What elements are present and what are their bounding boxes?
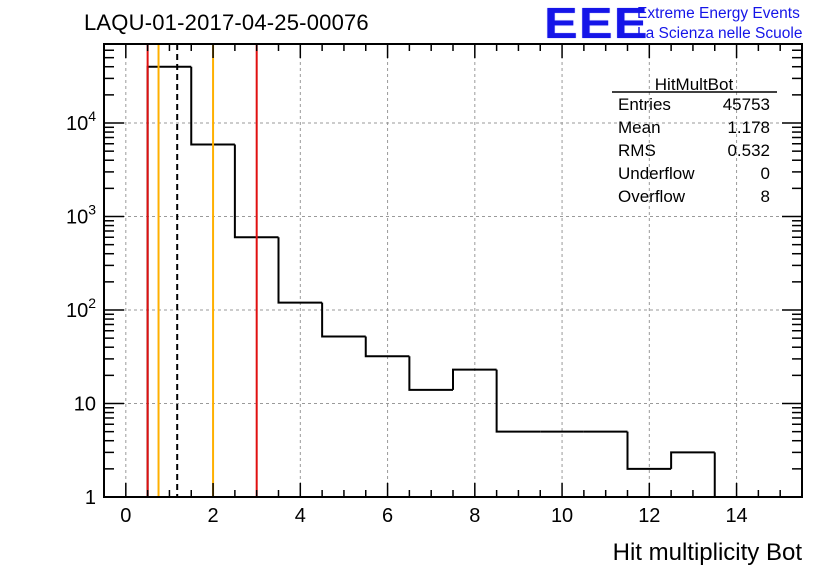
y-tick-label: 102 — [66, 295, 96, 322]
x-tick-label: 12 — [638, 505, 660, 527]
histogram-bin — [495, 369, 541, 433]
stats-title: HitMultBot — [655, 75, 734, 94]
x-tick-label: 0 — [120, 505, 131, 527]
grid-lines — [104, 44, 802, 498]
histogram-bin — [408, 356, 453, 391]
histogram-bin — [364, 336, 410, 358]
axes: 0 2 4 6 8 10 12 14 1 10 102 103 104 — [66, 43, 803, 527]
histogram-bin — [277, 237, 323, 304]
histogram-bin — [626, 431, 672, 470]
logo-mark: EEE — [544, 0, 649, 48]
stats-value: 0 — [761, 164, 770, 183]
histogram-bin — [321, 302, 366, 338]
stats-box: HitMultBot Entries 45753 Mean 1.178 RMS 0.532… — [612, 75, 777, 206]
marker-lines — [146, 44, 258, 497]
logo-line-2: La Scienza nelle Scuole — [637, 25, 803, 42]
x-tick-label: 2 — [208, 505, 219, 527]
x-tick-label: 4 — [295, 505, 306, 527]
x-tick-label: 14 — [725, 505, 747, 527]
eee-logo: EEE Extreme Energy Events La Scienza nel… — [544, 2, 834, 48]
stats-value: 45753 — [723, 95, 770, 114]
stats-value: 1.178 — [727, 118, 770, 137]
stats-value: 8 — [761, 187, 770, 206]
x-tick-label: 10 — [551, 505, 573, 527]
x-tick-label: 8 — [469, 505, 480, 527]
x-tick-label: 6 — [382, 505, 393, 527]
y-tick-label: 10 — [74, 394, 96, 416]
stats-value: 0.532 — [727, 141, 770, 160]
stats-label: Mean — [618, 118, 661, 137]
logo-line-1: Extreme Energy Events — [637, 5, 800, 22]
plot-frame — [103, 43, 803, 498]
histogram-bin — [452, 368, 497, 390]
histogram-bin — [146, 65, 192, 497]
stats-label: Entries — [618, 95, 671, 114]
y-tick-label: 104 — [66, 108, 96, 135]
stats-label: RMS — [618, 141, 656, 160]
y-tick-label: 1 — [85, 487, 96, 509]
stats-label: Underflow — [618, 164, 695, 183]
x-axis-label: Hit multiplicity Bot — [613, 539, 803, 566]
histogram-bin — [233, 144, 279, 239]
chart-title: LAQU-01-2017-04-25-00076 — [84, 10, 369, 35]
stats-label: Overflow — [618, 187, 686, 206]
y-tick-label: 103 — [66, 202, 96, 229]
histogram-bin — [190, 66, 235, 146]
histogram-bin — [670, 451, 715, 469]
